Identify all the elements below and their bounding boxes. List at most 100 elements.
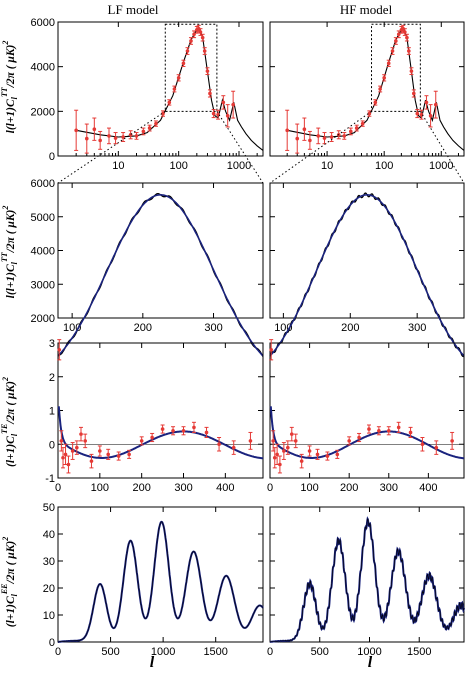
tt-hf-data-point	[378, 87, 382, 91]
te-hf-data-point	[396, 425, 401, 430]
tt-zoom-lf-xtick-label: 200	[134, 322, 152, 334]
tt-zoom-hf-xtick-label: 200	[341, 322, 359, 334]
te-lf-data-point	[98, 449, 102, 453]
te-hf-data-point	[335, 452, 340, 457]
zoom-box-hf	[371, 23, 421, 112]
te-hf-data-point	[420, 442, 425, 447]
te-hf-data-point	[377, 428, 381, 433]
tt-lf-data-point	[176, 76, 181, 80]
tt-hf-data-point	[354, 126, 359, 130]
tt-zoom-lf-ytick-label: 6000	[31, 178, 55, 190]
te-lf-data-point	[83, 439, 87, 443]
te-hf-xtick-label: 0	[267, 482, 273, 494]
panel-tt-log-hf: 10 100 1000	[269, 21, 465, 184]
ee-lf-xtick-label: 1000	[151, 646, 175, 658]
te-hf-data-point	[289, 432, 294, 436]
te-hf-data-point	[286, 445, 290, 450]
te-lf-data-point	[231, 445, 236, 450]
tt-log-lf-ytick-label: 0	[49, 151, 55, 163]
tt-zoom-data-line-hf	[269, 192, 465, 358]
tt-lf-data-point	[185, 49, 190, 53]
tt-lf-data-point	[221, 100, 226, 105]
panel-ee-hf: 0 500 1000 1500	[267, 506, 465, 658]
tt-lf-data-point	[113, 136, 118, 140]
te-hf-frame	[269, 342, 465, 479]
te-hf-data-point	[386, 428, 391, 433]
te-lf-data-point	[217, 442, 221, 447]
tt-hf-data-point	[329, 135, 334, 139]
tt-zoom-hf-xtick-label: 300	[408, 322, 426, 334]
te-lf-data-point	[248, 439, 253, 443]
ee-lf-ytick-label: 50	[43, 502, 55, 514]
tt-theory-line-hf	[287, 27, 464, 151]
tt-log-lf-xtick-label: 100	[169, 160, 187, 172]
tt-zoom-lf-xtick-label: 300	[204, 322, 222, 334]
tt-hf-data-point	[424, 100, 429, 105]
ee-line-hf	[269, 516, 465, 643]
te-lf-data-point	[106, 452, 111, 457]
tt-lf-data-point	[147, 126, 152, 130]
ee-hf-xtick-label: 1500	[407, 646, 431, 658]
ee-lf-xtick-label: 0	[55, 646, 61, 658]
tt-hf-data-point	[415, 111, 420, 116]
te-hf-data-point	[347, 439, 351, 443]
tt-hf-data-point	[386, 61, 391, 66]
tt-zoom-data-line-lf	[57, 192, 264, 357]
zoom-box-lf	[164, 23, 218, 112]
tt-zoom-theory-line-hf	[269, 194, 465, 357]
te-lf-xtick-label: 400	[216, 482, 234, 494]
tt-hf-data-point	[407, 49, 411, 53]
tt-lf-data-point	[211, 111, 216, 116]
ee-lf-ytick-label: 0	[49, 637, 55, 649]
tt-zoom-hf-frame	[269, 182, 465, 319]
ee-lf-ytick-label: 20	[43, 583, 55, 595]
title-hf-model: HF model	[340, 2, 393, 17]
te-hf-data-point	[307, 449, 312, 453]
te-hf-xtick-label: 400	[419, 482, 437, 494]
te-hf-data-point	[434, 445, 439, 450]
te-lf-data-point	[63, 452, 68, 457]
te-hf-xtick-label: 300	[380, 482, 398, 494]
tt-log-lf-ytick-label: 6000	[31, 17, 55, 29]
tt-lf-data-point	[231, 102, 235, 107]
tt-zoom-lf-frame	[57, 182, 264, 319]
te-hf-xtick-label: 200	[340, 482, 358, 494]
tt-lf-data-point	[141, 129, 146, 134]
te-lf-data-point	[192, 425, 196, 430]
tt-lf-data-point	[216, 112, 220, 117]
ylabel-tt-top: l(l+1)ClTT/2π ( μK)2	[0, 41, 19, 134]
panel-tt-zoom-hf: 100 200 300	[269, 182, 465, 358]
tt-lf-data-point	[200, 35, 205, 40]
tt-lf-data-point	[181, 61, 186, 66]
tt-hf-data-point	[409, 69, 414, 73]
ee-lf-ytick-label: 40	[43, 529, 55, 541]
te-hf-data-point	[315, 452, 320, 457]
tt-log-lf-xtick-label: 10	[112, 160, 124, 172]
panel-te-hf: 0 100 200 300 400	[267, 339, 465, 494]
te-hf-data-point	[325, 454, 330, 458]
te-hf-data-point	[282, 449, 286, 453]
tt-lf-data-point	[161, 111, 165, 116]
ee-lf-xtick-label: 1500	[203, 646, 227, 658]
tt-log-hf-xtick-label: 1000	[429, 160, 453, 172]
te-lf-data-point	[160, 427, 165, 431]
tt-hf-data-point	[405, 35, 409, 40]
tt-hf-data-point	[403, 30, 407, 34]
tt-lf-data-point	[92, 127, 97, 131]
te-hf-data-point	[272, 455, 277, 460]
te-lf-frame	[57, 342, 264, 479]
tt-lf-data-point	[172, 87, 177, 91]
te-lf-ytick-label: -1	[45, 473, 55, 485]
tt-lf-data-point	[167, 100, 172, 105]
tt-hf-data-point	[411, 91, 416, 96]
tt-lf-data-point	[98, 138, 102, 143]
te-lf-ytick-label: 3	[49, 338, 55, 350]
tt-zoom-lf-ytick-label: 3000	[31, 279, 55, 291]
tt-log-plot-area	[285, 23, 464, 154]
te-lf-data-point	[204, 430, 209, 435]
te-hf-data-point	[367, 427, 371, 431]
te-lf-data-point	[116, 454, 121, 458]
te-lf-xtick-label: 0	[55, 482, 61, 494]
zoom-connector-right-hf	[419, 111, 465, 184]
tt-zoom-theory-line-lf	[57, 194, 264, 357]
